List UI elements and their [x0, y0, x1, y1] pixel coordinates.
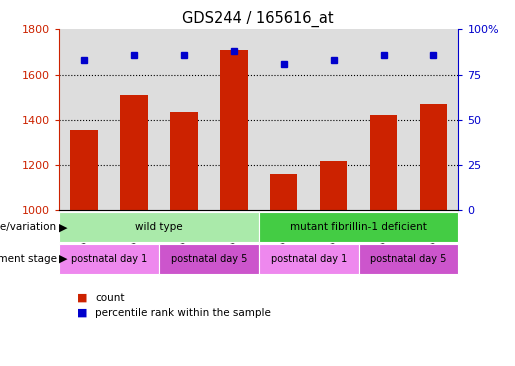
Bar	[320, 161, 347, 210]
Text: postnatal day 1: postnatal day 1	[270, 254, 347, 264]
Bar	[71, 130, 98, 210]
Text: development stage: development stage	[0, 254, 57, 264]
Text: GDS244 / 165616_at: GDS244 / 165616_at	[182, 11, 333, 27]
Text: percentile rank within the sample: percentile rank within the sample	[95, 307, 271, 318]
Bar	[121, 95, 148, 210]
Text: postnatal day 5: postnatal day 5	[170, 254, 247, 264]
Bar	[220, 50, 248, 210]
Text: postnatal day 5: postnatal day 5	[370, 254, 447, 264]
Text: wild type: wild type	[135, 222, 183, 232]
Bar	[170, 112, 198, 210]
Bar	[270, 174, 298, 210]
Text: mutant fibrillin-1 deficient: mutant fibrillin-1 deficient	[290, 222, 427, 232]
Bar	[420, 104, 447, 210]
Bar	[370, 115, 397, 210]
Text: ■: ■	[77, 307, 88, 318]
Text: ▶: ▶	[59, 222, 67, 232]
Text: ▶: ▶	[59, 254, 67, 264]
Text: ■: ■	[77, 293, 88, 303]
Text: postnatal day 1: postnatal day 1	[71, 254, 147, 264]
Text: count: count	[95, 293, 125, 303]
Text: genotype/variation: genotype/variation	[0, 222, 57, 232]
